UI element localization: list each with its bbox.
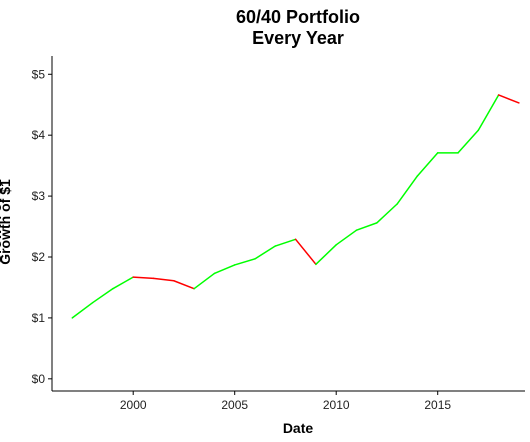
y-tick-label: $4 — [32, 128, 46, 142]
series — [71, 94, 520, 319]
y-tick-label: $5 — [32, 67, 46, 81]
x-tick-label: 2015 — [424, 398, 451, 412]
series-segment-down — [173, 280, 195, 290]
series-segment-up — [274, 238, 297, 247]
series-segment-up — [71, 301, 94, 319]
y-axis-label-shadow: Growth of $1 — [0, 179, 4, 265]
y-ticks: $0 $1 $2 $3 $4 $5 — [32, 67, 52, 386]
y-tick-label: $2 — [32, 250, 46, 264]
x-tick-label: 2010 — [323, 398, 350, 412]
series-segment-up — [335, 229, 358, 246]
y-axis-label-group: Growth of $1 Growth of $1 — [0, 179, 13, 265]
series-segment-down — [152, 277, 175, 282]
series-segment-down — [497, 94, 520, 104]
y-tick-label: $3 — [32, 189, 46, 203]
series-segment-up — [457, 129, 480, 154]
x-tick-label: 2000 — [120, 398, 147, 412]
series-segment-up — [193, 272, 216, 290]
series-segment-up — [477, 94, 500, 132]
series-segment-up — [416, 152, 439, 177]
series-segment-up — [254, 245, 277, 260]
x-ticks: 2000 2005 2010 2015 — [120, 391, 451, 412]
series-segment-up — [112, 276, 134, 290]
x-tick-label: 2005 — [221, 398, 248, 412]
y-tick-label: $1 — [32, 311, 46, 325]
chart-title-line-1: 60/40 Portfolio — [236, 7, 360, 27]
series-segment-up — [315, 244, 337, 266]
series-segment-up — [355, 222, 378, 231]
series-segment-up — [91, 287, 114, 304]
x-axis-label: Date — [283, 420, 314, 436]
series-segment-down — [132, 276, 155, 280]
series-segment-up — [376, 203, 398, 224]
series-segment-up — [233, 258, 256, 266]
series-segment-up — [396, 175, 419, 205]
y-axis-label: Growth of $1 — [0, 179, 13, 265]
series-segment-up — [213, 264, 236, 275]
y-tick-label: $0 — [32, 372, 46, 386]
chart-title-line-2: Every Year — [252, 28, 344, 48]
series-segment-down — [294, 238, 317, 266]
